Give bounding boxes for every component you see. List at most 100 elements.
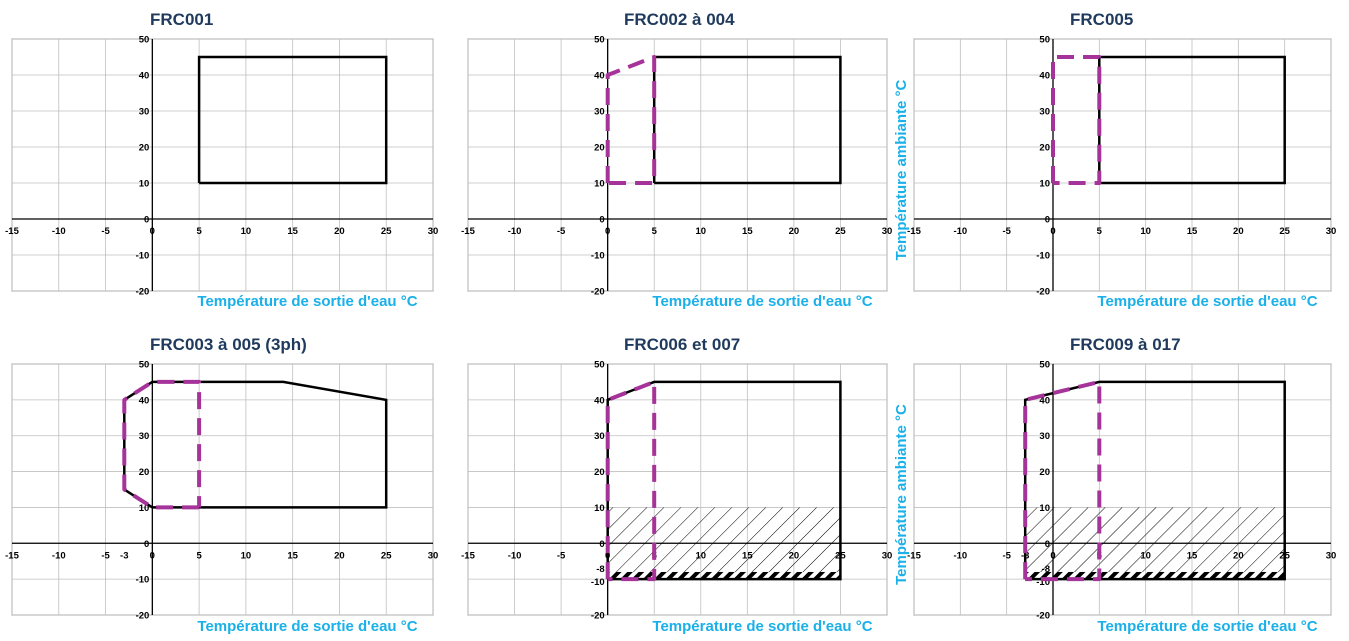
x-tick-label: 5 xyxy=(196,226,202,237)
series-line-solid xyxy=(652,55,842,185)
y-tick-label: -8 xyxy=(596,564,604,575)
x-tick-label: 15 xyxy=(1187,550,1198,561)
y-tick-label: 10 xyxy=(1039,179,1050,190)
y-tick-label: 10 xyxy=(139,503,150,514)
series-line-solid xyxy=(1023,380,1286,581)
chart-panel: -15 -10 -5 0 5 10 15 20 25 30-20-1001020304050FRC… xyxy=(5,10,438,310)
x-tick-label: 20 xyxy=(1233,550,1244,561)
y-tick-label: -10 xyxy=(1036,251,1050,262)
y-axis-label: Température ambiante °C xyxy=(893,404,910,585)
x-tick-label: 10 xyxy=(695,226,706,237)
y-tick-label: 20 xyxy=(139,143,150,154)
x-tick-label: -10 xyxy=(953,550,967,561)
series-line-dashed xyxy=(605,55,657,185)
y-tick-label: 30 xyxy=(139,431,150,442)
x-tick-label: 10 xyxy=(1140,550,1151,561)
y-tick-label: 0 xyxy=(1045,539,1050,550)
x-tick-label: -5 xyxy=(557,226,566,237)
y-tick-label: 20 xyxy=(594,143,605,154)
chart-title: FRC003 à 005 (3ph) xyxy=(150,335,307,354)
y-tick-label: -10 xyxy=(136,251,150,262)
chart-panel: -15 -10 -5 0 5 10 15 20 25 30-20-10-801020304050F… xyxy=(461,335,910,635)
x-axis-label: Température de sortie d'eau °C xyxy=(1097,618,1317,635)
x-tick-label: -10 xyxy=(508,550,522,561)
y-tick-label: 40 xyxy=(1039,395,1050,406)
chart-title: FRC006 et 007 xyxy=(624,335,740,354)
y-tick-label: -20 xyxy=(136,611,150,622)
y-tick-label: 20 xyxy=(1039,467,1050,478)
x-tick-label: -5 xyxy=(557,550,566,561)
y-tick-label: 50 xyxy=(139,35,150,46)
y-tick-label: 20 xyxy=(594,467,605,478)
x-tick-label: 15 xyxy=(742,550,753,561)
y-tick-label: -20 xyxy=(1036,287,1050,298)
y-tick-label: 30 xyxy=(594,431,605,442)
chart-title: FRC001 xyxy=(150,10,213,29)
y-tick-label: 40 xyxy=(1039,71,1050,82)
y-tick-label: -10 xyxy=(136,575,150,586)
x-tick-label: 20 xyxy=(789,226,800,237)
chart-panel: -15 -10 -5 -3 0 5 10 15 20 25 30 -20 -10 0 10 20 30 40 50F… xyxy=(5,335,438,635)
y-tick-label: 0 xyxy=(599,539,604,550)
chart-title: FRC002 à 004 xyxy=(624,10,735,29)
y-tick-label: 10 xyxy=(594,503,605,514)
x-tick-label: 30 xyxy=(428,550,439,561)
chart-panel: -15 -10 -5 0 5 10 15 20 25 30-20-1001020304050FRC… xyxy=(907,10,1336,310)
y-tick-label: 20 xyxy=(1039,143,1050,154)
x-tick-label: 0 xyxy=(605,226,610,237)
y-tick-label: -10 xyxy=(1036,577,1050,588)
chart-title: FRC009 à 017 xyxy=(1070,335,1181,354)
y-tick-label: -20 xyxy=(591,611,605,622)
chart-panel: -15 -10 -5 0 5 10 15 20 25 30-20-1001020304050FRC… xyxy=(461,10,910,310)
hatched-region xyxy=(607,507,841,572)
x-axis-label: Température de sortie d'eau °C xyxy=(197,618,417,635)
chart-panel: -15 -10 -5 -3 0 5 10 15 20 25 30-20-10-80102030405… xyxy=(907,335,1336,635)
y-tick-label: 50 xyxy=(594,35,605,46)
x-tick-label: 15 xyxy=(287,226,298,237)
x-tick-label: 20 xyxy=(789,550,800,561)
x-tick-label: 25 xyxy=(381,226,392,237)
x-tick-label: 30 xyxy=(882,550,893,561)
x-tick-label: 15 xyxy=(742,226,753,237)
x-tick-label: 30 xyxy=(428,226,439,237)
series-line-dashed xyxy=(122,379,202,510)
x-tick-label: -15 xyxy=(461,550,475,561)
plot-area xyxy=(913,38,1332,292)
hatched-region xyxy=(1025,507,1285,572)
y-tick-label: 30 xyxy=(139,107,150,118)
y-tick-label: 50 xyxy=(139,360,150,371)
x-tick-label: -10 xyxy=(508,226,522,237)
x-tick-label: -3 xyxy=(120,550,128,561)
y-tick-label: 30 xyxy=(1039,431,1050,442)
x-tick-label: 10 xyxy=(695,550,706,561)
x-tick-label: 10 xyxy=(241,226,252,237)
x-tick-label: 15 xyxy=(287,550,298,561)
hatched-band xyxy=(1025,571,1285,580)
y-tick-label: 40 xyxy=(594,395,605,406)
y-tick-label: 50 xyxy=(1039,360,1050,371)
x-axis-label: Température de sortie d'eau °C xyxy=(1097,293,1317,310)
x-tick-label: -15 xyxy=(907,550,921,561)
y-tick-label: 20 xyxy=(139,467,150,478)
y-tick-label: 50 xyxy=(1039,35,1050,46)
y-tick-label: 40 xyxy=(594,71,605,82)
x-tick-label: 10 xyxy=(1140,226,1151,237)
x-tick-label: 20 xyxy=(334,550,345,561)
x-tick-label: 5 xyxy=(1097,226,1103,237)
y-tick-label: 10 xyxy=(594,179,605,190)
x-tick-label: 10 xyxy=(241,550,252,561)
x-tick-label: 20 xyxy=(1233,226,1244,237)
plot-area xyxy=(11,363,434,616)
x-tick-label: 15 xyxy=(1187,226,1198,237)
plot-area xyxy=(11,38,434,292)
y-tick-label: 50 xyxy=(594,360,605,371)
x-tick-label: -10 xyxy=(953,226,967,237)
x-tick-label: 0 xyxy=(150,226,155,237)
y-tick-label: 0 xyxy=(599,215,604,226)
x-tick-label: 30 xyxy=(1326,550,1337,561)
y-tick-label: -8 xyxy=(1042,564,1050,575)
series-line-solid xyxy=(606,380,842,581)
x-tick-label: 25 xyxy=(835,226,846,237)
x-tick-label: 30 xyxy=(1326,226,1337,237)
